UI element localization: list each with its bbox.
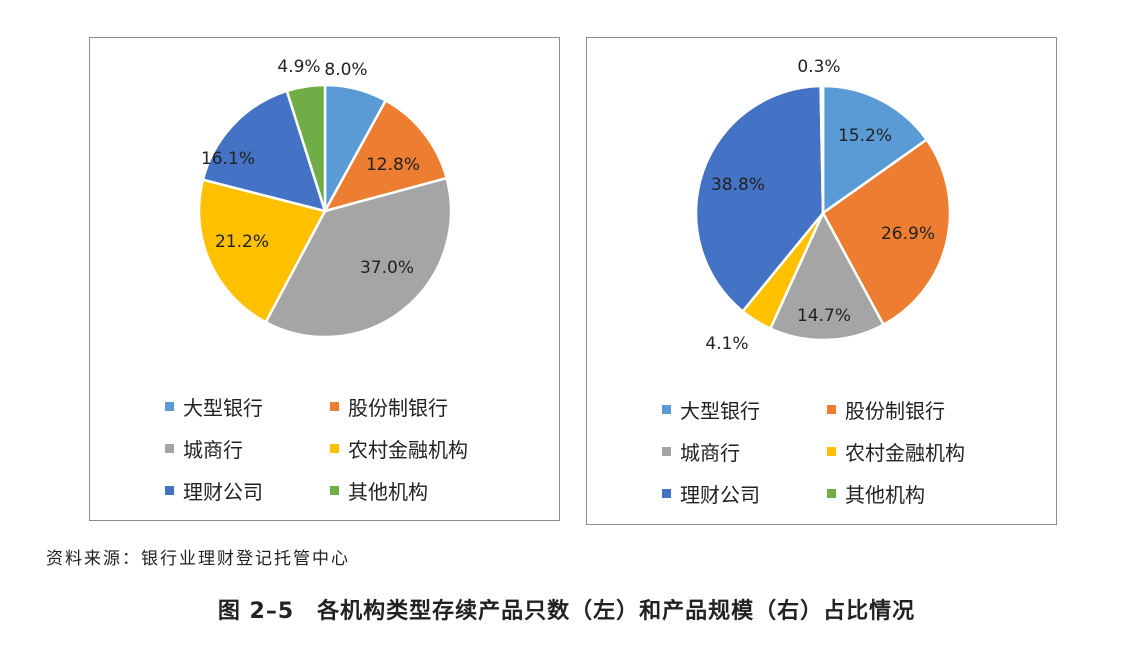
pie-slice <box>768 210 886 342</box>
pie-data-label: 4.1% <box>705 334 748 354</box>
legend-item: 城商行 <box>165 436 330 462</box>
legend-label: 理财公司 <box>183 480 263 504</box>
legend-right: 大型银行 股份制银行 城商行 农村金融机构 理财公司 其他机构 <box>662 397 1022 507</box>
legend-item: 城商行 <box>662 439 827 465</box>
pie-data-label: 15.2% <box>838 126 892 146</box>
pie-data-label: 12.8% <box>366 155 420 175</box>
legend-swatch <box>662 405 671 414</box>
pie-data-label: 21.2% <box>215 232 269 252</box>
legend-item: 股份制银行 <box>827 397 1017 423</box>
legend-label: 其他机构 <box>845 483 925 507</box>
pie-data-label: 38.8% <box>711 175 765 195</box>
pie-data-label: 37.0% <box>360 258 414 278</box>
legend-swatch <box>165 402 174 411</box>
legend-label: 股份制银行 <box>348 396 448 420</box>
pie-chart-left: 8.0% 12.8% 37.0% 21.2% 16.1% 4.9% <box>197 57 453 339</box>
pie-chart-right: 15.2% 26.9% 14.7% 4.1% 38.8% 0.3% <box>694 57 952 354</box>
legend-item: 农村金融机构 <box>330 436 520 462</box>
legend-label: 城商行 <box>680 441 740 465</box>
pie-slice <box>694 84 825 314</box>
legend-swatch <box>662 447 671 456</box>
legend-swatch <box>827 447 836 456</box>
pie-slice <box>821 137 952 327</box>
pie-slice <box>821 84 929 216</box>
pie-data-label: 16.1% <box>201 149 255 169</box>
legend-label: 股份制银行 <box>845 399 945 423</box>
legend-label: 其他机构 <box>348 480 428 504</box>
legend-label: 大型银行 <box>680 399 760 423</box>
pie-chart-right-panel: 15.2% 26.9% 14.7% 4.1% 38.8% 0.3% 大型银行 股份制银行 … <box>586 37 1057 525</box>
legend-item: 其他机构 <box>827 481 1017 507</box>
pie-data-label: 26.9% <box>881 224 935 244</box>
legend-label: 大型银行 <box>183 396 263 420</box>
legend-swatch <box>330 444 339 453</box>
legend-swatch <box>165 486 174 495</box>
legend-item: 股份制银行 <box>330 394 520 420</box>
source-note: 资料来源：银行业理财登记托管中心 <box>46 549 350 569</box>
legend-label: 农村金融机构 <box>348 438 468 462</box>
legend-swatch <box>330 486 339 495</box>
pie-slice <box>197 178 327 324</box>
pie-data-label: 14.7% <box>797 306 851 326</box>
pie-data-label: 0.3% <box>797 57 840 77</box>
legend-label: 城商行 <box>183 438 243 462</box>
pie-slice <box>819 84 825 214</box>
legend-label: 农村金融机构 <box>845 441 965 465</box>
pie-data-label: 4.9% <box>277 57 320 77</box>
legend-item: 大型银行 <box>165 394 330 420</box>
legend-left: 大型银行 股份制银行 城商行 农村金融机构 理财公司 其他机构 <box>165 394 525 504</box>
legend-item: 大型银行 <box>662 397 827 423</box>
legend-swatch <box>827 489 836 498</box>
legend-swatch <box>165 444 174 453</box>
figure-caption: 图 2–5 各机构类型存续产品只数（左）和产品规模（右）占比情况 <box>217 599 916 624</box>
legend-item: 理财公司 <box>165 478 330 504</box>
pie-slice <box>285 83 327 212</box>
pie-slice <box>201 89 327 213</box>
legend-swatch <box>662 489 671 498</box>
legend-item: 理财公司 <box>662 481 827 507</box>
legend-item: 其他机构 <box>330 478 520 504</box>
legend-label: 理财公司 <box>680 483 760 507</box>
legend-item: 农村金融机构 <box>827 439 1017 465</box>
pie-data-label: 8.0% <box>324 60 367 80</box>
pie-slice <box>263 176 453 339</box>
legend-swatch <box>330 402 339 411</box>
pie-chart-left-panel: 8.0% 12.8% 37.0% 21.2% 16.1% 4.9% 大型银行 股份制银行 … <box>89 37 560 521</box>
legend-swatch <box>827 405 836 414</box>
pie-slice <box>322 98 449 213</box>
